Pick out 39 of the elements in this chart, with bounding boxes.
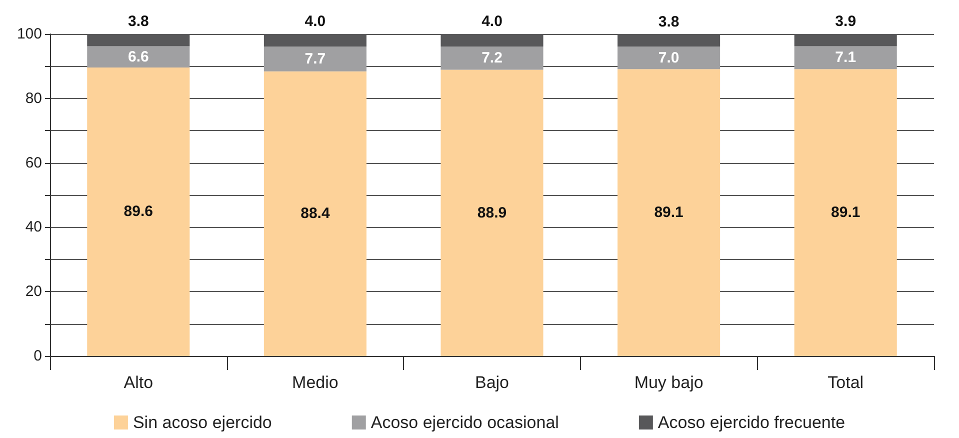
data-label: 3.8 xyxy=(128,13,149,30)
data-label: 4.0 xyxy=(304,13,326,30)
data-label: 89.1 xyxy=(654,204,684,222)
bar xyxy=(618,46,720,70)
data-label: 7.7 xyxy=(304,50,326,68)
y-tick-label: 0 xyxy=(34,348,42,364)
bar xyxy=(87,67,190,356)
data-label: 7.0 xyxy=(658,49,680,66)
legend-label: Acoso ejercido frecuente xyxy=(658,413,846,432)
bar xyxy=(87,46,190,68)
data-label: 89.1 xyxy=(831,204,860,222)
y-tick-label: 20 xyxy=(25,283,42,300)
x-tick-label: Medio xyxy=(292,373,338,392)
bar xyxy=(264,46,366,72)
bar xyxy=(794,69,897,356)
bar xyxy=(794,46,897,70)
legend-label: Acoso ejercido ocasional xyxy=(370,413,559,432)
data-label: 3.9 xyxy=(835,13,856,30)
data-label: 7.2 xyxy=(482,50,502,67)
y-tick-label: 60 xyxy=(25,154,42,172)
x-tick-label: Bajo xyxy=(474,373,510,392)
data-label: 3.8 xyxy=(658,13,680,30)
bar xyxy=(440,70,544,356)
x-tick-label: Alto xyxy=(124,373,154,392)
data-label: 7.1 xyxy=(835,49,856,66)
y-tick-label: 80 xyxy=(25,90,42,107)
x-tick-label: Muy bajo xyxy=(634,373,704,392)
legend-label: Sin acoso ejercido xyxy=(132,413,272,432)
data-label: 88.4 xyxy=(300,205,330,222)
bar xyxy=(618,69,720,356)
data-label: 89.6 xyxy=(124,203,153,220)
data-label: 6.6 xyxy=(128,48,149,66)
y-tick-label: 100 xyxy=(16,26,42,42)
bar xyxy=(264,71,366,356)
x-tick-label: Total xyxy=(828,373,864,392)
data-label: 4.0 xyxy=(482,13,502,30)
bar xyxy=(440,46,544,70)
data-label: 88.9 xyxy=(477,204,507,222)
y-tick-label: 40 xyxy=(25,218,42,236)
